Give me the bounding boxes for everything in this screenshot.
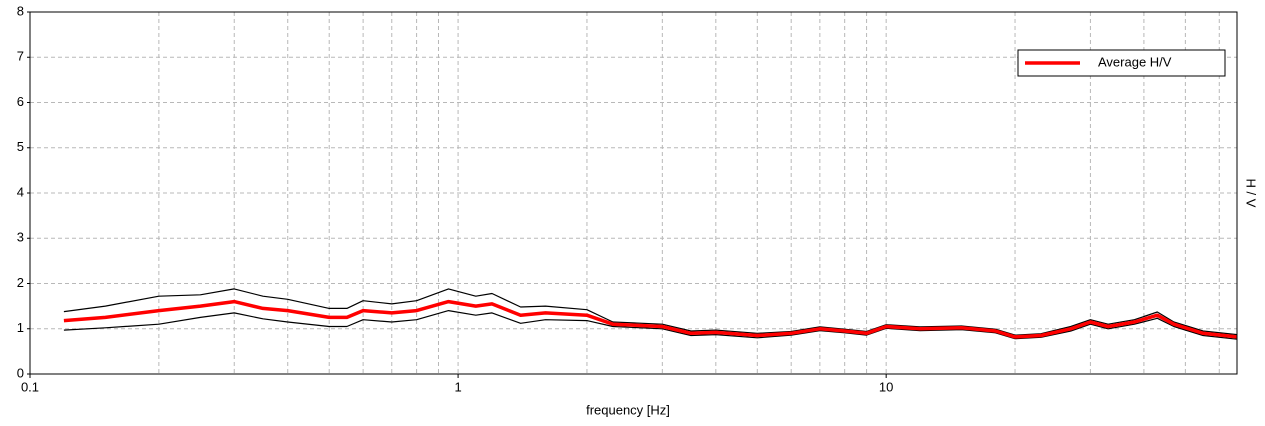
x-tick-label: 0.1 bbox=[21, 379, 39, 394]
y-tick-label: 7 bbox=[17, 49, 24, 64]
y-tick-label: 3 bbox=[17, 230, 24, 245]
y-tick-label: 1 bbox=[17, 320, 24, 335]
series-line bbox=[63, 288, 1238, 336]
plot-border bbox=[29, 11, 1238, 375]
y-tick-label: 5 bbox=[17, 139, 24, 154]
y-tick-label: 8 bbox=[17, 3, 24, 18]
x-tick-label: 10 bbox=[879, 379, 893, 394]
x-axis-label: frequency [Hz] bbox=[586, 402, 670, 417]
x-tick-label: 1 bbox=[454, 379, 461, 394]
series-line bbox=[63, 299, 1238, 339]
y-tick-label: 2 bbox=[17, 275, 24, 290]
y-tick-label: 4 bbox=[17, 184, 24, 199]
y-tick-label: 6 bbox=[17, 94, 24, 109]
series-line bbox=[63, 310, 1238, 340]
legend-label: Average H/V bbox=[1098, 54, 1172, 69]
y-axis-label: H / V bbox=[1244, 179, 1259, 208]
y-tick-label: 0 bbox=[17, 365, 24, 380]
